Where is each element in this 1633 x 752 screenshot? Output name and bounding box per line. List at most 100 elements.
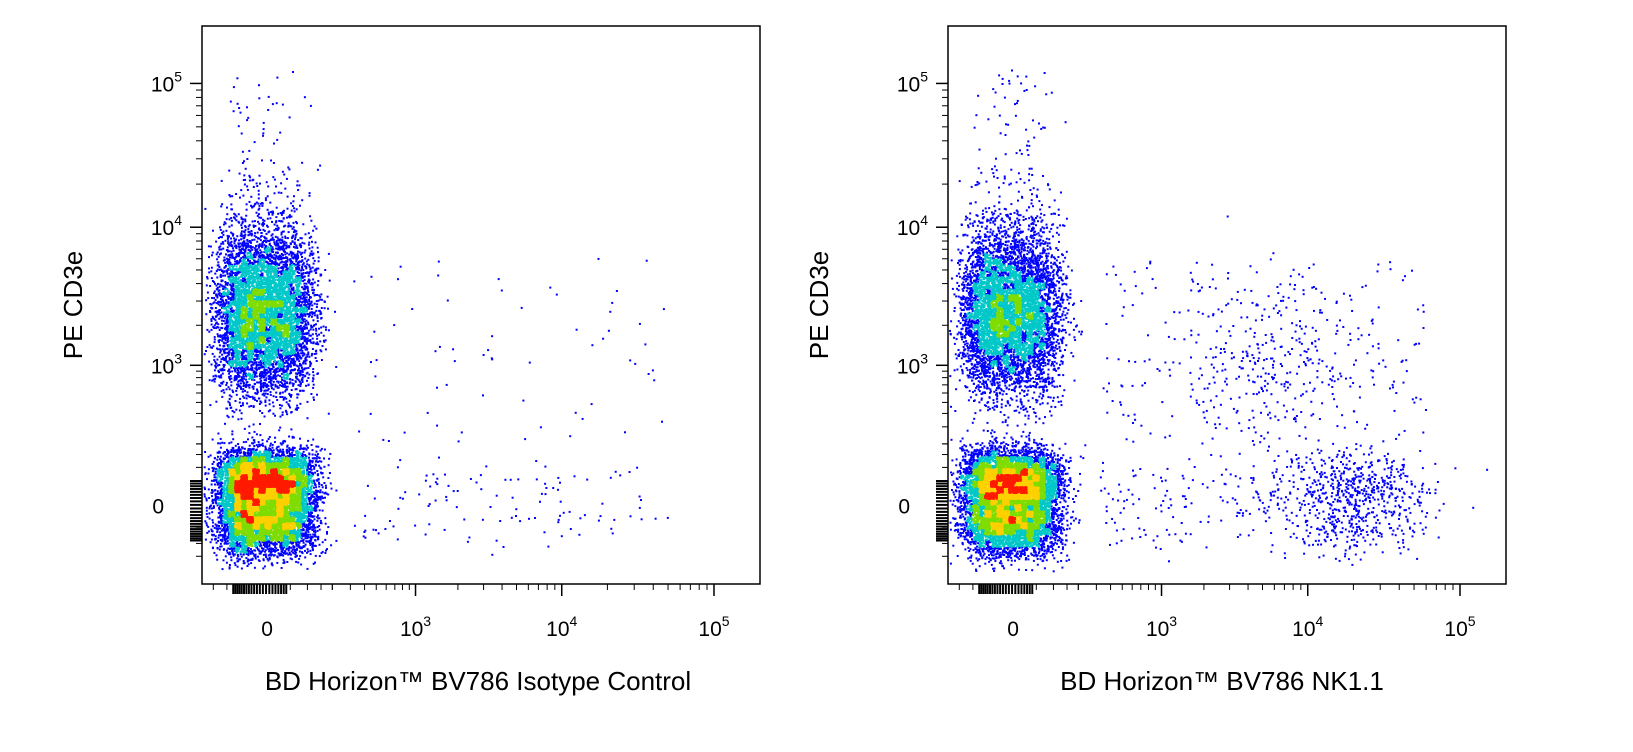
event-dot	[290, 412, 292, 414]
event-dot	[222, 510, 224, 512]
event-dot	[294, 210, 296, 212]
event-dot	[233, 110, 235, 112]
event-dot	[317, 343, 319, 345]
event-dot	[310, 105, 312, 107]
event-dot	[278, 192, 280, 194]
event-dot	[225, 284, 227, 286]
event-dot	[309, 361, 311, 363]
event-dot	[312, 342, 314, 344]
event-dot	[541, 493, 543, 495]
event-dot	[316, 394, 318, 396]
event-dot	[224, 480, 226, 482]
event-dot	[210, 307, 212, 309]
event-dot	[275, 547, 277, 549]
event-dot	[319, 529, 321, 531]
event-dot	[485, 465, 487, 467]
event-dot	[214, 527, 216, 529]
event-dot	[316, 451, 318, 453]
event-dot	[327, 494, 329, 496]
event-dot	[296, 184, 298, 186]
event-dot	[311, 502, 313, 504]
event-dot	[272, 447, 274, 449]
event-dot	[208, 488, 210, 490]
event-dot	[251, 179, 253, 181]
event-dot	[317, 536, 319, 538]
event-dot	[636, 467, 638, 469]
event-dot	[220, 447, 222, 449]
event-dot	[329, 472, 331, 474]
event-dot	[224, 535, 226, 537]
event-dot	[325, 348, 327, 350]
event-dot	[253, 239, 255, 241]
event-dot	[217, 251, 219, 253]
event-dot	[557, 489, 559, 491]
event-dot	[436, 387, 438, 389]
event-dot	[304, 358, 306, 360]
event-dot	[297, 531, 299, 533]
event-dot	[219, 344, 221, 346]
event-dot	[309, 459, 311, 461]
event-dot	[327, 308, 329, 310]
event-dot	[243, 560, 245, 562]
event-dot	[256, 182, 258, 184]
event-dot	[211, 254, 213, 256]
event-dot	[270, 391, 272, 393]
event-dot	[233, 272, 235, 274]
event-dot	[324, 497, 326, 499]
event-dot	[559, 515, 561, 517]
event-dot	[249, 445, 251, 447]
event-dot	[281, 405, 283, 407]
event-dot	[269, 249, 271, 251]
event-dot	[217, 348, 219, 350]
event-dot	[286, 296, 288, 298]
event-dot	[256, 185, 258, 187]
event-dot	[217, 333, 219, 335]
event-dot	[225, 339, 227, 341]
event-dot	[243, 179, 245, 181]
event-dot	[238, 213, 240, 215]
event-dot	[294, 363, 296, 365]
event-dot	[296, 208, 298, 210]
event-dot	[230, 375, 232, 377]
event-dot	[276, 245, 278, 247]
event-dot	[236, 384, 238, 386]
event-dot	[263, 542, 265, 544]
event-dot	[273, 366, 275, 368]
event-dot	[300, 253, 302, 255]
event-dot	[311, 304, 313, 306]
event-dot	[246, 119, 248, 121]
event-dot	[242, 243, 244, 245]
event-dot	[248, 249, 250, 251]
event-dot	[335, 490, 337, 492]
event-dot	[262, 241, 264, 243]
event-dot	[228, 170, 230, 172]
event-dot	[308, 367, 310, 369]
event-dot	[288, 548, 290, 550]
event-dot	[206, 276, 208, 278]
event-dot	[294, 454, 296, 456]
event-dot	[265, 199, 267, 201]
event-dot	[231, 220, 233, 222]
event-dot	[225, 524, 227, 526]
event-dot	[320, 327, 322, 329]
event-dot	[258, 259, 260, 261]
event-dot	[306, 271, 308, 273]
event-dot	[663, 308, 665, 310]
event-dot	[297, 180, 299, 182]
event-dot	[238, 380, 240, 382]
event-dot	[295, 544, 297, 546]
event-dot	[499, 520, 501, 522]
event-dot	[262, 375, 264, 377]
event-dot	[280, 416, 282, 418]
event-dot	[218, 303, 220, 305]
event-dot	[282, 386, 284, 388]
event-dot	[250, 352, 252, 354]
event-dot	[529, 362, 531, 364]
event-dot	[306, 449, 308, 451]
event-dot	[314, 533, 316, 535]
event-dot	[258, 197, 260, 199]
event-dot	[411, 308, 413, 310]
event-dot	[302, 273, 304, 275]
event-dot	[320, 468, 322, 470]
event-dot	[316, 494, 318, 496]
